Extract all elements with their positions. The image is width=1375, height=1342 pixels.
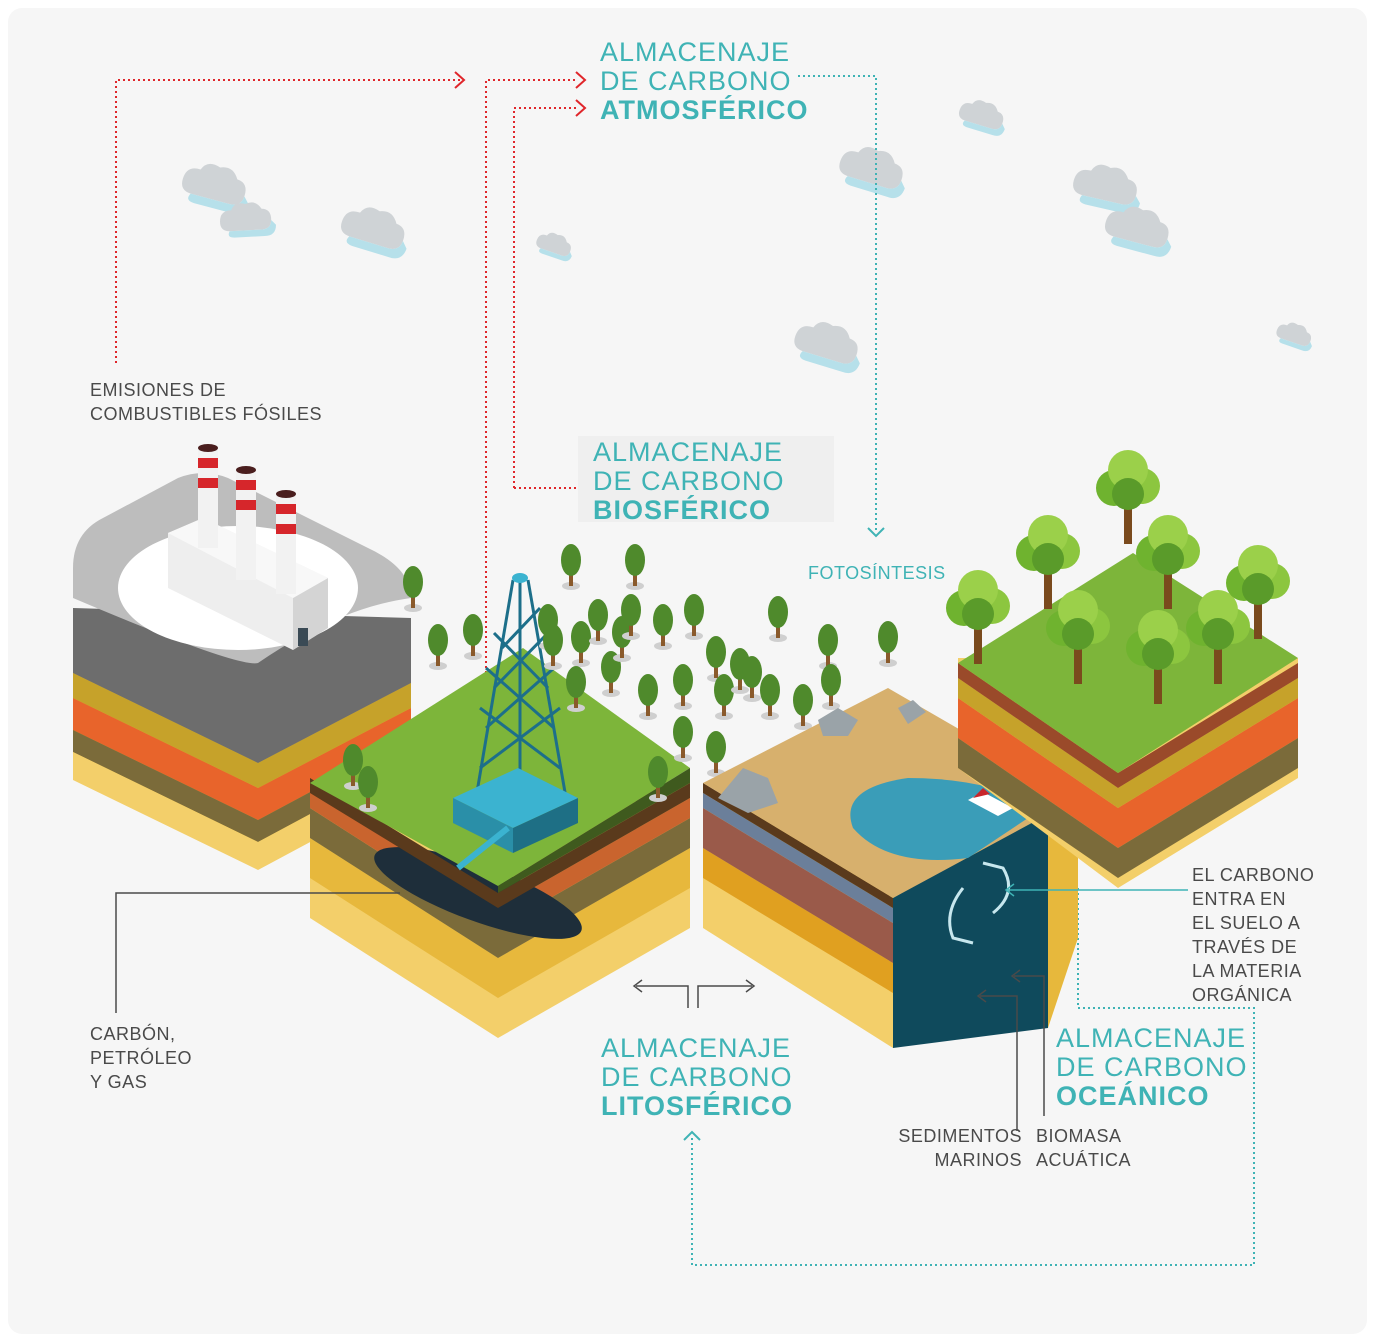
atmospheric-line3: ATMOSFÉRICO [600, 95, 809, 125]
factory-block [73, 444, 411, 870]
lithospheric-line1: ALMACENAJE [601, 1033, 792, 1063]
cycle-arrows [691, 75, 1255, 1266]
clouds [176, 93, 1318, 379]
soil-carbon-label: EL CARBONO ENTRA EN EL SUELO A TRAVÉS DE… [1192, 863, 1314, 1007]
atmospheric-line1: ALMACENAJE [600, 37, 791, 67]
soil-line2: ENTRA EN [1192, 889, 1287, 909]
ocean-block [703, 688, 1078, 1048]
lithospheric-store-label: ALMACENAJE DE CARBONO LITOSFÉRICO [601, 1034, 793, 1121]
biospheric-line2: DE CARBONO [593, 466, 785, 496]
soil-line3: EL SUELO A [1192, 913, 1301, 933]
biomass-line1: BIOMASA [1036, 1126, 1122, 1146]
callout-lines [115, 892, 1045, 1131]
forest-block [946, 450, 1298, 888]
biospheric-line3: BIOSFÉRICO [593, 495, 772, 525]
soil-line5: LA MATERIA [1192, 961, 1302, 981]
biomass-line2: ACUÁTICA [1036, 1150, 1132, 1170]
diagram-artwork [73, 71, 1318, 1266]
lithospheric-line2: DE CARBONO [601, 1062, 793, 1092]
oceanic-line2: DE CARBONO [1056, 1052, 1248, 1082]
oil-block [310, 573, 690, 1038]
oceanic-line3: OCEÁNICO [1056, 1081, 1210, 1111]
lithospheric-line3: LITOSFÉRICO [601, 1091, 794, 1121]
aquatic-biomass-label: BIOMASA ACUÁTICA [1036, 1124, 1131, 1172]
fossil-line3: Y GAS [90, 1072, 148, 1092]
biospheric-line1: ALMACENAJE [593, 437, 784, 467]
soil-line6: ORGÁNICA [1192, 985, 1293, 1005]
fossil-line2: PETRÓLEO [90, 1048, 193, 1068]
emissions-label: EMISIONES DE COMBUSTIBLES FÓSILES [90, 378, 322, 426]
marine-sediments-label: SEDIMENTOS MARINOS [880, 1124, 1022, 1172]
atmospheric-line2: DE CARBONO [600, 66, 792, 96]
emission-arrows [115, 79, 578, 693]
sediments-line2: MARINOS [934, 1150, 1022, 1170]
photosynthesis-label: FOTOSÍNTESIS [808, 563, 946, 583]
fossil-fuels-label: CARBÓN, PETRÓLEO Y GAS [90, 1022, 192, 1094]
fossil-line1: CARBÓN, [90, 1024, 176, 1044]
sediments-line1: SEDIMENTOS [898, 1126, 1022, 1146]
atmospheric-store-label: ALMACENAJE DE CARBONO ATMOSFÉRICO [600, 38, 809, 125]
emissions-line1: EMISIONES DE [90, 380, 227, 400]
soil-line4: TRAVÉS DE [1192, 937, 1298, 957]
carbon-cycle-diagram: ALMACENAJE DE CARBONO ATMOSFÉRICO ALMACE… [8, 8, 1367, 1334]
soil-line1: EL CARBONO [1192, 865, 1315, 885]
biospheric-store-label: ALMACENAJE DE CARBONO BIOSFÉRICO [593, 438, 785, 525]
oceanic-store-label: ALMACENAJE DE CARBONO OCEÁNICO [1056, 1024, 1248, 1111]
oceanic-line1: ALMACENAJE [1056, 1023, 1247, 1053]
emissions-line2: COMBUSTIBLES FÓSILES [90, 404, 323, 424]
